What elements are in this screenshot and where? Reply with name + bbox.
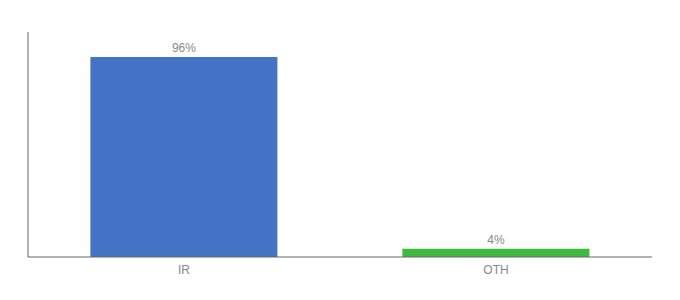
svg-text:OTH: OTH: [483, 263, 508, 277]
svg-text:96%: 96%: [172, 41, 196, 55]
svg-text:4%: 4%: [487, 233, 505, 247]
svg-text:IR: IR: [178, 263, 190, 277]
